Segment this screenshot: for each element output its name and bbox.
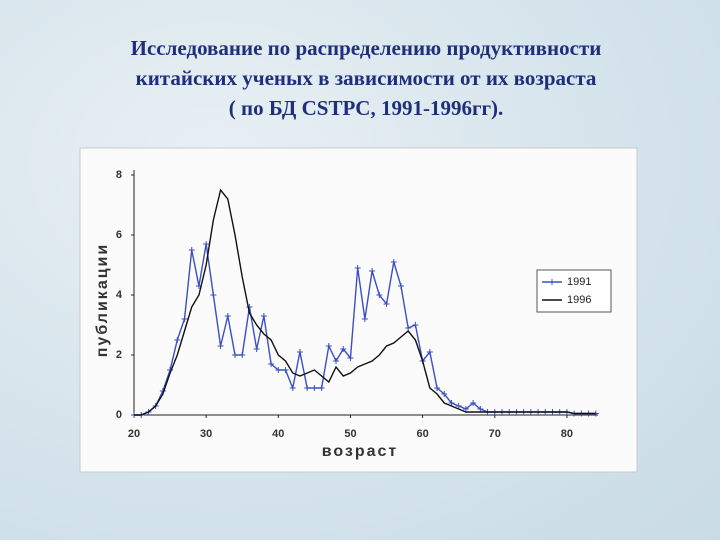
point-marker [217, 343, 224, 349]
point-marker [376, 292, 383, 298]
point-marker [426, 349, 433, 355]
series-line [134, 188, 596, 416]
y-tick-label: 6 [116, 229, 122, 241]
point-marker [470, 400, 477, 406]
x-tick-label: 50 [344, 428, 356, 440]
title-line: Исследование по распределению продуктивн… [131, 36, 602, 60]
title-line: ( по БД CSTPC, 1991-1996гг). [229, 96, 504, 120]
legend-label: 1996 [567, 294, 591, 306]
x-tick-label: 70 [489, 428, 501, 440]
point-marker [203, 241, 210, 247]
point-marker [477, 406, 484, 412]
point-marker [246, 304, 253, 310]
x-axis-label: возраст [322, 443, 399, 460]
legend-label: 1991 [567, 276, 591, 288]
point-marker [462, 406, 469, 412]
point-marker [369, 268, 376, 274]
point-marker [383, 301, 390, 307]
y-tick-label: 2 [116, 349, 122, 361]
x-tick-label: 20 [128, 428, 140, 440]
point-marker [181, 316, 188, 322]
point-marker [455, 403, 462, 409]
title-line: китайских ученых в зависимости от их воз… [136, 66, 597, 90]
point-marker [325, 343, 332, 349]
point-marker [239, 352, 246, 358]
point-marker [361, 316, 368, 322]
point-marker [333, 358, 340, 364]
y-axis-label: публикации [94, 243, 111, 357]
point-marker [224, 313, 231, 319]
point-marker [347, 355, 354, 361]
point-marker [448, 400, 455, 406]
point-marker [174, 337, 181, 343]
point-marker [282, 367, 289, 373]
point-marker [390, 259, 397, 265]
x-tick-label: 80 [561, 428, 573, 440]
point-marker [434, 385, 441, 391]
x-tick-label: 60 [416, 428, 428, 440]
point-marker [260, 313, 267, 319]
legend-marker [549, 279, 555, 285]
point-marker [210, 292, 217, 298]
x-tick-label: 40 [272, 428, 284, 440]
legend-box [536, 269, 612, 313]
point-marker [405, 325, 412, 331]
point-marker [268, 361, 275, 367]
point-marker [289, 385, 296, 391]
point-marker [340, 346, 347, 352]
point-marker [311, 385, 318, 391]
point-marker [441, 391, 448, 397]
point-marker [397, 283, 404, 289]
point-marker [188, 247, 195, 253]
x-tick-label: 30 [200, 428, 212, 440]
point-marker [318, 385, 325, 391]
y-tick-label: 8 [116, 169, 122, 181]
point-marker [232, 352, 239, 358]
point-marker [275, 367, 282, 373]
y-tick-label: 4 [116, 289, 123, 301]
point-marker [412, 322, 419, 328]
point-marker [304, 385, 311, 391]
point-marker [296, 349, 303, 355]
y-tick-label: 0 [116, 409, 122, 421]
point-marker [253, 346, 260, 352]
point-marker [354, 265, 361, 271]
